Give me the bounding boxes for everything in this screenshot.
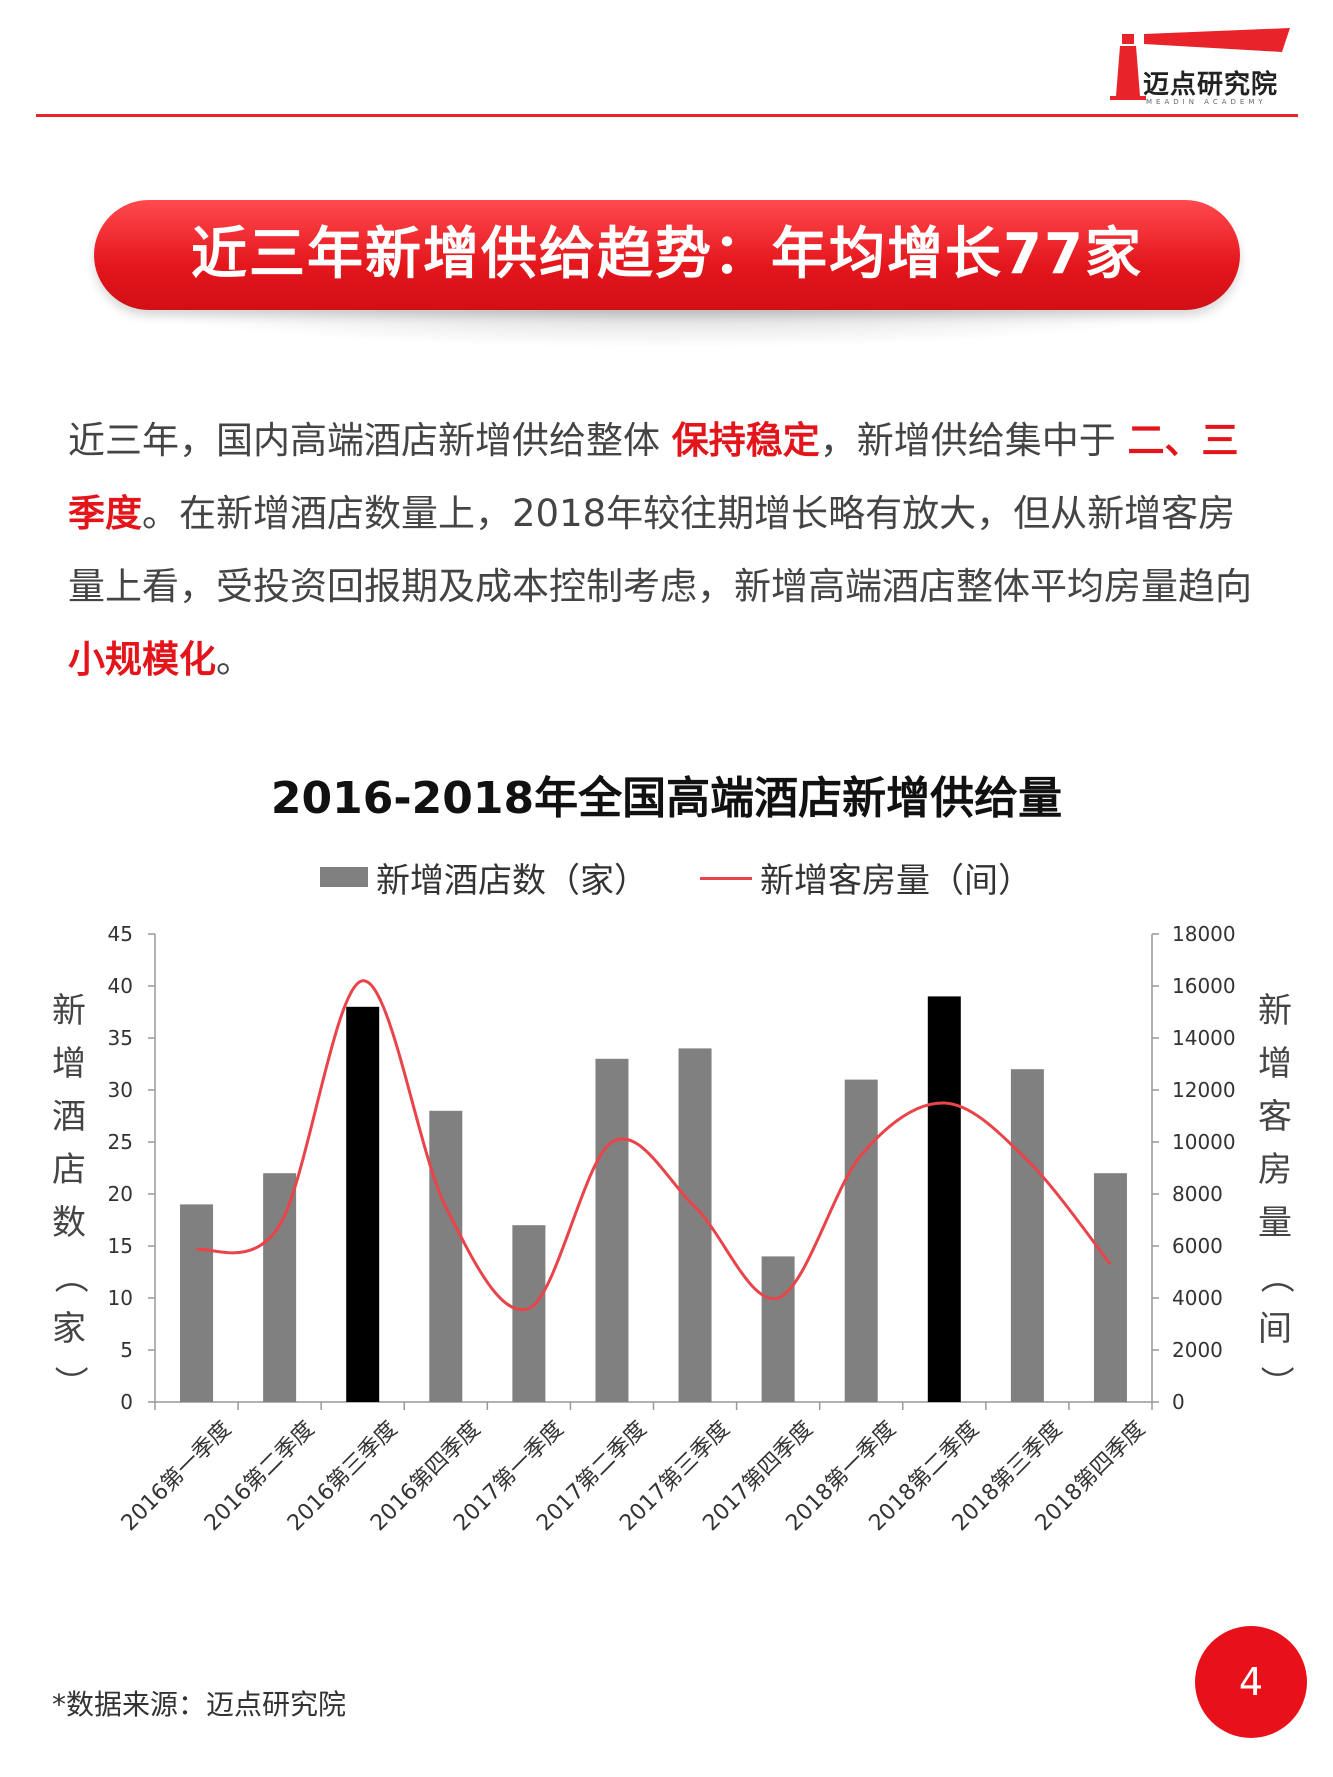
y-right-tick-label: 2000 [1172, 1338, 1223, 1362]
bar [512, 1225, 546, 1402]
lighthouse-icon [1116, 46, 1140, 96]
bar [595, 1058, 629, 1402]
y-left-tick-label: 5 [120, 1338, 133, 1362]
y-right-tick-label: 14000 [1172, 1026, 1236, 1050]
bar [346, 1006, 380, 1402]
logo-flag [1144, 28, 1290, 52]
y-right-tick-label: 16000 [1172, 974, 1236, 998]
y-axis-right-title: 新增客房量（间） [1255, 991, 1296, 1400]
page-number: 4 [1238, 1660, 1264, 1704]
title-banner: 近三年新增供给趋势：年均增长77家 [94, 200, 1240, 310]
y-left-tick-label: 30 [108, 1078, 133, 1102]
legend-label-line: 新增客房量（间） [760, 861, 1032, 901]
y-right-tick-label: 0 [1172, 1390, 1185, 1414]
bar [1010, 1069, 1044, 1402]
bar [180, 1204, 214, 1402]
summary-paragraph: 近三年，国内高端酒店新增供给整体 保持稳定，新增供给集中于 二、三季度。在新增酒… [68, 404, 1268, 696]
y-left-tick-label: 45 [108, 922, 133, 946]
y-right-tick-label: 8000 [1172, 1182, 1223, 1206]
bar [429, 1110, 463, 1402]
y-right-tick-label: 18000 [1172, 922, 1236, 946]
logo [1110, 28, 1290, 100]
para-highlight-3: 小规模化 [68, 638, 216, 681]
legend-swatch-bar [320, 867, 368, 887]
line-series [196, 979, 1112, 1312]
y-left-tick-label: 15 [108, 1234, 133, 1258]
para-highlight-2: 二、三季度 [68, 419, 1239, 535]
bar [1093, 1173, 1127, 1402]
legend-swatch-line [700, 877, 752, 880]
bar [761, 1256, 795, 1402]
y-left-tick-label: 25 [108, 1130, 133, 1154]
bar [678, 1048, 712, 1402]
y-axis-left-title: 新增酒店数（家） [49, 991, 90, 1400]
para-text-3: 。在新增酒店数量上，2018年较往期增长略有放大，但从新增客房量上看，受投资回报… [68, 492, 1252, 608]
y-left-tick-label: 40 [108, 974, 133, 998]
y-right-tick-label: 12000 [1172, 1078, 1236, 1102]
para-text-2: ，新增供给集中于 [819, 419, 1128, 462]
y-left-tick-label: 20 [108, 1182, 133, 1206]
page-number-badge: 4 [1195, 1626, 1307, 1738]
para-text-4: 。 [216, 638, 253, 681]
chart-title: 2016-2018年全国高端酒店新增供给量 [270, 773, 1063, 824]
header-divider [36, 114, 1298, 117]
chart-plot: 0 5 10 15 20 25 30 35 40 45 0 2000 4000 6000 8000 10000… [108, 922, 1236, 1536]
para-highlight-1: 保持稳定 [671, 419, 820, 462]
brand-name: 迈点研究院 [1143, 70, 1279, 100]
bar [844, 1079, 878, 1402]
y-left-tick-label: 35 [108, 1026, 133, 1050]
y-right-tick-label: 6000 [1172, 1234, 1223, 1258]
y-right-tick-label: 4000 [1172, 1286, 1223, 1310]
bar [927, 996, 961, 1402]
legend-label-bar: 新增酒店数（家） [376, 861, 648, 901]
brand-sub: MEADIN ACADEMY [1146, 98, 1267, 106]
data-source-note: *数据来源：迈点研究院 [52, 1688, 347, 1721]
y-left-tick-label: 0 [120, 1390, 133, 1414]
y-right-tick-label: 10000 [1172, 1130, 1236, 1154]
y-left-tick-label: 10 [108, 1286, 133, 1310]
banner-title: 近三年新增供给趋势：年均增长77家 [191, 222, 1143, 287]
bar [263, 1173, 297, 1402]
para-text-1: 近三年，国内高端酒店新增供给整体 [68, 419, 672, 462]
